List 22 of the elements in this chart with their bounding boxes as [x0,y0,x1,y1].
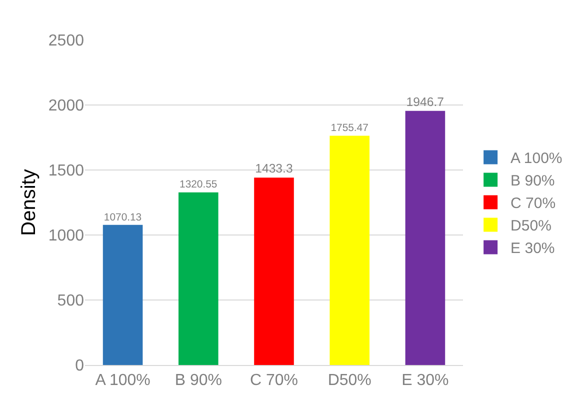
data-label: 1320.55 [180,180,218,191]
x-tick-label: D50% [328,372,372,390]
legend-label: D50% [510,218,552,235]
x-tick-label: A 100% [95,372,150,390]
legend-label: B 90% [510,172,555,190]
data-label: 1946.7 [406,94,444,109]
y-tick-label: 1000 [48,228,84,245]
x-tick-label: E 30% [402,372,449,390]
y-tick-label: 500 [57,292,84,310]
data-label: 1433.3 [255,162,293,176]
x-tick-label: C 70% [250,372,298,390]
y-axis-title: Density [18,169,40,236]
data-label: 1070.13 [104,212,142,224]
legend-label: E 30% [510,240,555,258]
y-tick-label: 0 [75,358,84,375]
legend-label: A 100% [510,150,562,168]
legend-label: C 70% [510,195,556,212]
y-tick-label: 2000 [48,98,84,115]
data-label: 1755.47 [330,123,369,134]
y-tick-label: 1500 [48,162,84,180]
x-tick-label: B 90% [174,372,222,390]
y-tick-label: 2500 [48,32,84,50]
